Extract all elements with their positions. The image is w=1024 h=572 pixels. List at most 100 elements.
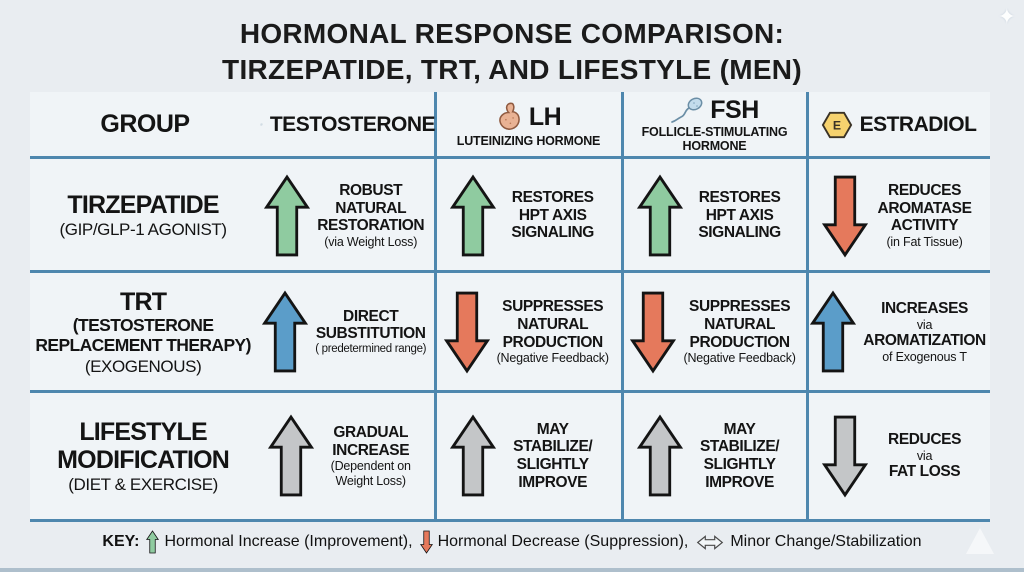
cell-text: SUPPRESSES NATURAL PRODUCTION (Negative Fee…	[683, 298, 795, 365]
group-line: TRT	[119, 288, 167, 317]
cell-text: DIRECT SUBSTITUTION( predetermined range)	[315, 308, 426, 356]
cell-line: via	[916, 448, 933, 463]
cell-line: INCREASE	[332, 441, 410, 459]
cell-line: INCREASES	[881, 300, 968, 318]
cell-line: MAY	[723, 420, 756, 438]
key-item: Minor Change/Stabilization	[695, 533, 922, 551]
down-arrow-icon	[443, 291, 490, 374]
key-item-text: Hormonal Decrease (Suppression),	[437, 533, 689, 550]
column-header-estradiol: E ESTRADIOL	[807, 92, 990, 157]
estradiol-cell: REDUCES AROMATASE ACTIVITY (in Fat Tissue)	[806, 172, 990, 260]
group-line: REPLACEMENT THERAPY)	[35, 334, 251, 355]
cell-text: REDUCES AROMATASE ACTIVITY (in Fat Tissue)	[875, 182, 975, 249]
cell-line: FAT LOSS	[888, 463, 961, 481]
group-header-label: GROUP	[100, 110, 190, 138]
cell-line: SUPPRESSES	[502, 298, 604, 316]
cell-line: via	[916, 317, 933, 332]
cell-line: AROMATIZATION	[863, 332, 986, 349]
group-line: MODIFICATION	[57, 445, 230, 474]
cell-line: PRODUCTION	[689, 333, 791, 351]
legend-key: KEY: Hormonal Increase (Improvement), Hor…	[0, 530, 1024, 554]
lh-header-subtitle: LUTEINIZING HORMONE	[456, 133, 601, 148]
cell-line: (via Weight Loss)	[324, 234, 418, 249]
cell-line: GRADUAL	[333, 424, 409, 442]
cell-line: (Negative Feedback)	[496, 351, 609, 366]
cell-text: MAY STABILIZE/SLIGHTLY IMPROVE	[503, 421, 603, 492]
group-cell: LIFESTYLE MODIFICATION (DIET & EXERCISE)	[30, 418, 256, 494]
testosterone-cell: DIRECT SUBSTITUTION( predetermined range)	[256, 288, 432, 376]
up-arrow-icon	[262, 290, 309, 373]
grid-hline-row1	[30, 270, 990, 273]
cell-line: STABILIZE/	[513, 438, 593, 456]
fsh-header-label: FSH	[710, 96, 759, 125]
cell-line: REDUCES	[888, 181, 962, 199]
column-header-lh: LH LUTEINIZING HORMONE	[435, 92, 622, 157]
page-title: HORMONAL RESPONSE COMPARISON: TIRZEPATID…	[0, 16, 1024, 89]
table-body: TIRZEPATIDE (GIP/GLP-1 AGONIST) ROBUST NATU…	[30, 159, 990, 520]
down-arrow-icon	[821, 175, 868, 257]
cell-text: MAY STABILIZE/SLIGHTLY IMPROVE	[690, 421, 790, 492]
column-header-group: GROUP	[30, 92, 260, 157]
cell-line: of Exogenous T	[882, 349, 967, 364]
lh-cell: RESTORES HPT AXIS SIGNALING	[432, 172, 620, 260]
fsh-cell: SUPPRESSES NATURAL PRODUCTION (Negative Fee…	[620, 288, 806, 376]
cell-line: RESTORES	[511, 189, 594, 207]
grid-hline-bottom	[30, 519, 990, 522]
up-arrow-icon	[449, 414, 496, 497]
cell-line: NATURAL	[704, 316, 776, 334]
cell-line: (Dependent on	[330, 459, 411, 474]
sperm-icon	[671, 97, 703, 124]
fsh-header-subtitle: FOLLICLE-STIMULATING HORMONE	[641, 125, 788, 153]
cell-line: HPT AXIS	[705, 206, 774, 224]
group-cell: TRT (TESTOSTERONE REPLACEMENT THERAPY) (EXO…	[30, 288, 256, 375]
up-arrow-icon	[267, 414, 314, 497]
up-arrow-icon	[810, 290, 857, 373]
cell-line: SUPPRESSES	[689, 298, 791, 316]
sparkle-watermark: ✦	[997, 4, 1016, 29]
cell-line: ROBUST	[339, 181, 403, 199]
title-line-1: HORMONAL RESPONSE COMPARISON:	[239, 18, 785, 49]
cell-text: REDUCES via FAT LOSS	[875, 431, 975, 481]
estradiol-cell: INCREASES via AROMATIZATION of Exogenous T	[806, 288, 990, 376]
fsh-cell: MAY STABILIZE/SLIGHTLY IMPROVE	[620, 412, 806, 500]
testosterone-cell: ROBUST NATURAL RESTORATION (via Weight Loss…	[256, 172, 432, 260]
cell-line: MAY	[536, 420, 569, 438]
cell-line: SUBSTITUTION	[315, 325, 426, 343]
testosterone-molecule-icon: T	[260, 123, 263, 126]
pituitary-gland-icon	[499, 102, 520, 130]
cell-text: SUPPRESSES NATURAL PRODUCTION (Negative Fee…	[497, 298, 609, 365]
cell-text: RESTORES HPT AXIS SIGNALING	[690, 189, 790, 242]
column-header-testosterone: T TESTOSTERONE	[260, 92, 436, 157]
cell-line: AROMATASE	[877, 199, 972, 217]
up-arrow-icon	[636, 174, 683, 256]
group-line: LIFESTYLE	[79, 417, 207, 446]
estradiol-header-label: ESTRADIOL	[859, 112, 977, 136]
group-line: (EXOGENOUS)	[84, 356, 202, 376]
key-item-text: Hormonal Increase (Improvement),	[164, 533, 413, 550]
cell-line: NATURAL	[335, 199, 407, 217]
key-item: Hormonal Increase (Improvement),	[146, 530, 413, 554]
grid-vline-1	[434, 92, 437, 522]
grid-vline-3	[806, 92, 809, 522]
fsh-cell: RESTORES HPT AXIS SIGNALING	[620, 172, 806, 260]
cell-text: GRADUAL INCREASE (Dependent on Weight Loss)	[321, 424, 421, 488]
cell-line: Weight Loss)	[335, 473, 407, 488]
cell-line: RESTORES	[698, 189, 781, 207]
down-arrow-icon	[630, 291, 677, 374]
cell-text: INCREASES via AROMATIZATION of Exogenous T	[863, 300, 986, 364]
key-item-text: Minor Change/Stabilization	[730, 533, 922, 550]
testosterone-header-label: TESTOSTERONE	[269, 112, 436, 136]
cell-line: (Negative Feedback)	[683, 351, 796, 366]
grid-vline-2	[621, 92, 624, 522]
key-label: KEY:	[102, 533, 140, 550]
cell-line: ACTIVITY	[890, 217, 959, 235]
group-cell: TIRZEPATIDE (GIP/GLP-1 AGONIST)	[30, 191, 256, 239]
down-arrow-icon	[419, 530, 433, 554]
cell-line: STABILIZE/	[699, 438, 780, 456]
testosterone-cell: GRADUAL INCREASE (Dependent on Weight Loss)	[256, 412, 432, 500]
group-line: (DIET & EXERCISE)	[68, 474, 218, 494]
cell-line: PRODUCTION	[502, 333, 604, 351]
cell-line: SLIGHTLY	[516, 456, 589, 473]
bottom-edge-strip	[0, 568, 1024, 572]
